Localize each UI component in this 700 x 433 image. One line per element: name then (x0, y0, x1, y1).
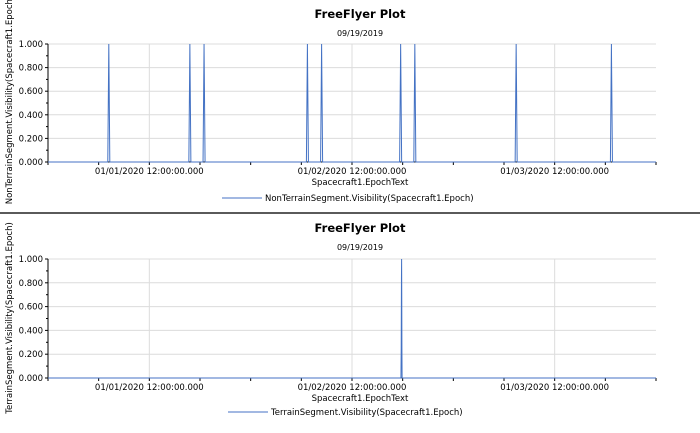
y-tick-label: 0.400 (19, 326, 43, 336)
y-tick-label: 0.200 (19, 350, 43, 360)
chart-title: FreeFlyer Plot (315, 7, 406, 21)
y-tick-label: 0.200 (19, 134, 43, 144)
chart-title: FreeFlyer Plot (315, 221, 406, 235)
y-axis-label: NonTerrainSegment.Visibility(Spacecraft1… (5, 0, 15, 204)
legend: TerrainSegment.Visibility(Spacecraft1.Ep… (228, 408, 463, 418)
plot-panel-bottom: FreeFlyer Plot 09/19/2019 TerrainSegment… (0, 214, 700, 429)
legend: NonTerrainSegment.Visibility(Spacecraft1… (222, 194, 474, 204)
chart-bottom: FreeFlyer Plot 09/19/2019 TerrainSegment… (5, 221, 657, 418)
plot-panel-top: FreeFlyer Plot 09/19/2019 NonTerrainSegm… (0, 0, 700, 213)
y-tick-label: 1.000 (19, 255, 43, 265)
x-tick-label: 01/03/2020 12:00:00.000 (500, 167, 609, 177)
x-tick-label: 01/02/2020 12:00:00.000 (298, 167, 407, 177)
x-tick-label: 01/01/2020 12:00:00.000 (95, 167, 204, 177)
legend-label: TerrainSegment.Visibility(Spacecraft1.Ep… (270, 408, 463, 418)
y-axis-label: TerrainSegment.Visibility(Spacecraft1.Ep… (5, 222, 15, 415)
y-tick-label: 0.600 (19, 303, 43, 313)
y-tick-label: 0.600 (19, 87, 43, 97)
y-tick-label: 0.800 (19, 64, 43, 74)
chart-subtitle: 09/19/2019 (337, 243, 383, 252)
x-tick-label: 01/03/2020 12:00:00.000 (500, 383, 609, 393)
chart-subtitle: 09/19/2019 (337, 29, 383, 38)
x-axis-label: Spacecraft1.EpochText (312, 394, 409, 404)
y-tick-label: 0.000 (19, 374, 43, 384)
y-tick-label: 0.400 (19, 111, 43, 121)
y-tick-label: 0.800 (19, 279, 43, 289)
series-line (48, 258, 656, 379)
y-tick-label: 0.000 (19, 158, 43, 168)
legend-label: NonTerrainSegment.Visibility(Spacecraft1… (265, 194, 474, 204)
x-tick-label: 01/01/2020 12:00:00.000 (95, 383, 204, 393)
panel-divider (0, 212, 700, 214)
x-axis-label: Spacecraft1.EpochText (312, 178, 409, 188)
chart-top: FreeFlyer Plot 09/19/2019 NonTerrainSegm… (5, 0, 657, 204)
y-tick-label: 1.000 (19, 40, 43, 50)
series-line (48, 43, 656, 163)
x-tick-label: 01/02/2020 12:00:00.000 (298, 383, 407, 393)
